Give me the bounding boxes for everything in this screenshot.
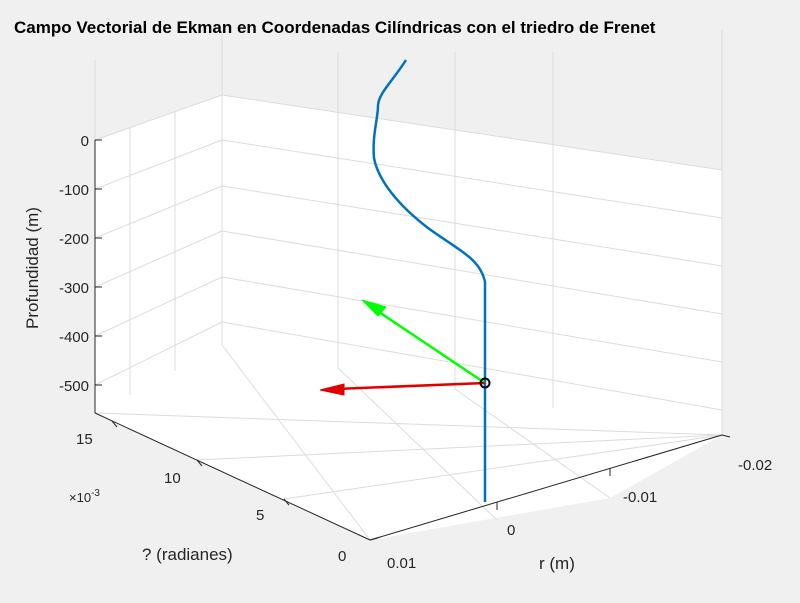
r-tick-2: 0 — [507, 522, 515, 539]
theta-tick-2: 10 — [164, 470, 181, 487]
r-tick-0: -0.02 — [738, 457, 772, 474]
z-tick-1: -100 — [59, 182, 89, 199]
z-tick-5: -500 — [59, 378, 89, 395]
theta-axis-label: ? (radianes) — [142, 545, 233, 564]
z-axis-label: Profundidad (m) — [23, 207, 42, 329]
grid-lines — [94, 30, 723, 541]
tangent-vector — [361, 299, 486, 385]
right-back-wall — [222, 95, 722, 435]
axis-frame — [94, 140, 723, 541]
z-tick-4: -400 — [59, 329, 89, 346]
tick-marks — [95, 139, 731, 541]
z-tick-3: -300 — [59, 280, 89, 297]
ekman-curve — [372, 59, 487, 502]
r-tick-1: -0.01 — [623, 489, 657, 506]
theta-exponent-label: ×10-3 — [69, 488, 100, 505]
r-axis-line — [369, 434, 723, 541]
normal-vector — [319, 381, 486, 396]
theta-tick-0: 0 — [338, 548, 346, 565]
evaluation-point — [479, 377, 491, 389]
left-back-wall — [95, 95, 222, 413]
theta-tick-1: 5 — [256, 507, 264, 524]
theta-axis-line — [94, 412, 371, 541]
z-tick-2: -200 — [59, 231, 89, 248]
theta-tick-3: 15 — [76, 431, 93, 448]
r-axis-label: r (m) — [539, 554, 575, 573]
r-tick-3: 0.01 — [387, 555, 416, 572]
chart-title: Campo Vectorial de Ekman en Coordenadas … — [14, 18, 656, 37]
floor-pane — [95, 345, 722, 540]
z-tick-0: 0 — [81, 133, 89, 150]
